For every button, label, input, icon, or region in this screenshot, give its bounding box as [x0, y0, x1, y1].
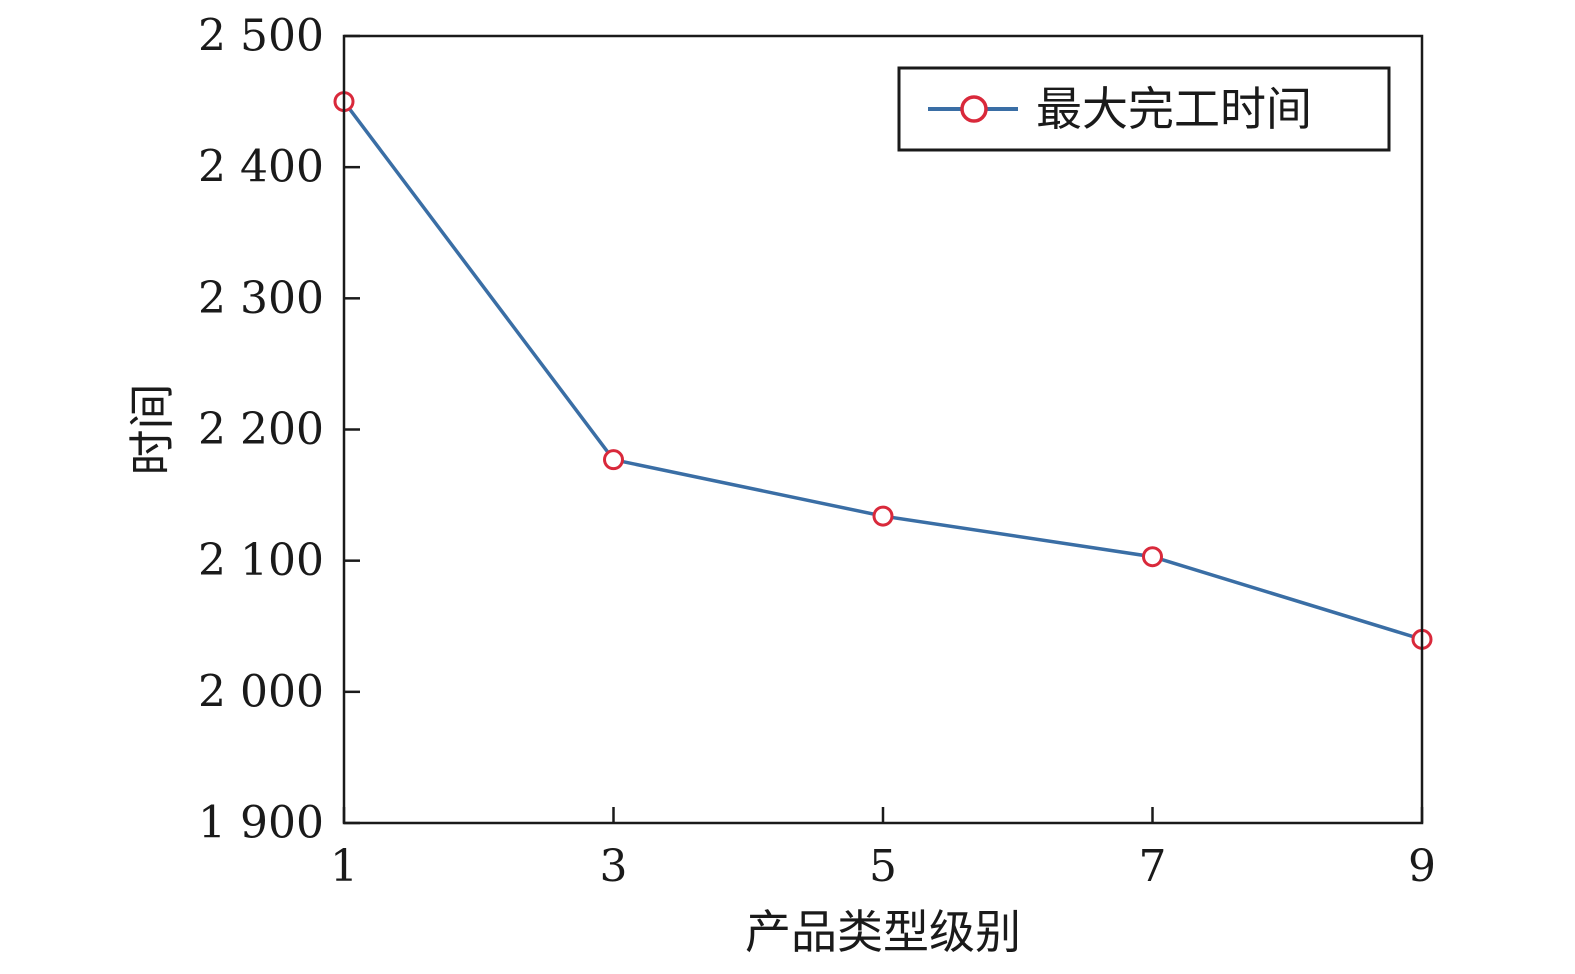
- x-tick-label: 3: [600, 841, 628, 892]
- y-axis-title: 时间: [125, 384, 179, 476]
- y-tick-label: 1 900: [198, 798, 324, 849]
- y-tick-label: 2 500: [198, 11, 324, 62]
- y-tick-label: 2 000: [198, 666, 324, 717]
- x-tick-label: 5: [869, 841, 897, 892]
- labels-layer: 1 900 2 000 2 100 2 200 2 300 2 400 2 500 1 3 5 7 9: [198, 11, 1436, 893]
- ticks-layer: [342, 34, 1424, 825]
- legend-marker-icon: [960, 95, 988, 123]
- x-tick-label: 1: [330, 841, 358, 892]
- y-tick-label: 2 200: [198, 404, 324, 455]
- y-tick-label: 2 300: [198, 273, 324, 324]
- legend: 最大完工时间: [897, 66, 1391, 152]
- x-tick-label: 7: [1139, 841, 1167, 892]
- data-point-marker: [1142, 546, 1163, 568]
- x-tick-label: 9: [1408, 841, 1436, 892]
- data-point-marker: [872, 505, 894, 527]
- series-layer: [333, 91, 1433, 650]
- x-axis-title: 产品类型级别: [745, 905, 1021, 959]
- data-point-marker: [603, 449, 624, 471]
- legend-entry-label: 最大完工时间: [1036, 82, 1312, 136]
- y-tick-label: 2 100: [198, 535, 324, 586]
- series-line-0: [342, 100, 1423, 642]
- y-tick-label: 2 400: [198, 142, 324, 193]
- plot-frame: [342, 34, 1424, 825]
